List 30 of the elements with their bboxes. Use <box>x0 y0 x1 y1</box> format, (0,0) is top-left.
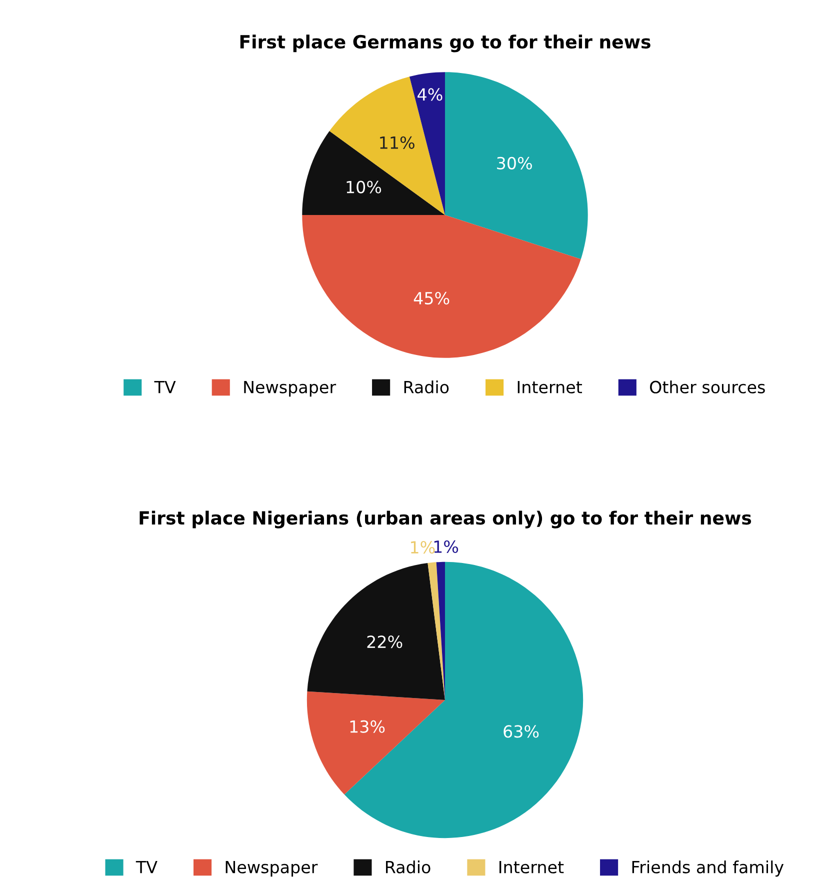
legend-label: TV <box>154 381 176 394</box>
legend-label: Newspaper <box>226 861 318 877</box>
chart-title: First place Germans go to for their news <box>240 34 650 52</box>
legend-label: TV <box>136 861 158 874</box>
legend-label: Friends and family <box>632 860 784 877</box>
data-label: 13% <box>350 720 385 733</box>
pie-slice <box>428 562 445 700</box>
data-label: 1% <box>434 540 458 554</box>
legend-label: Newspaper <box>244 381 336 397</box>
chart-title: First place Nigerians (urban areas only) go to for their news <box>140 510 752 528</box>
data-label: 63% <box>504 725 539 738</box>
data-label: 11% <box>380 136 414 149</box>
data-label: 30% <box>497 156 532 170</box>
data-label: 22% <box>367 636 402 648</box>
data-label: 45% <box>414 292 450 304</box>
legend-label: Internet <box>500 861 564 874</box>
pie-slice <box>445 72 588 260</box>
data-label: 4% <box>418 88 442 101</box>
data-label: 1% <box>411 541 435 554</box>
legend-label: Radio <box>386 860 430 874</box>
data-label: 10% <box>346 180 382 194</box>
legend-label: Other sources <box>650 380 765 394</box>
pie-slice <box>302 215 581 358</box>
legend-label: Radio <box>404 380 449 394</box>
pie-slice <box>307 562 445 700</box>
pie-slice <box>329 76 445 215</box>
pie-slice <box>344 562 584 838</box>
pie-slice <box>302 131 445 215</box>
legend-label: Internet <box>518 381 582 394</box>
pie-slice <box>306 691 445 795</box>
